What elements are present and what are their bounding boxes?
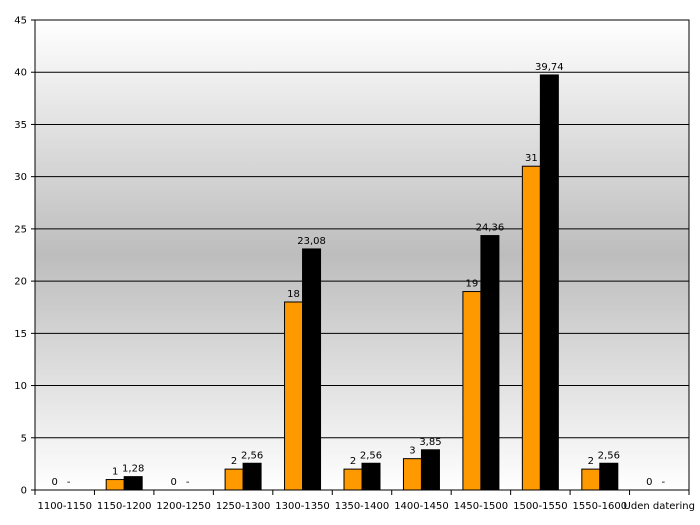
x-tick-label: Uden datering xyxy=(624,501,695,512)
bar-series-1 xyxy=(581,468,601,491)
data-label-series-1: 2 xyxy=(588,456,594,467)
plot-border xyxy=(34,19,690,491)
bar-series-2 xyxy=(539,74,559,491)
bars xyxy=(105,74,619,491)
data-label-series-2: 24,36 xyxy=(476,223,505,234)
y-tick-label: 10 xyxy=(14,381,27,392)
data-label-series-2: - xyxy=(661,477,665,488)
data-label-series-2: - xyxy=(186,477,190,488)
y-tick-label: 15 xyxy=(14,329,27,340)
data-label-series-2: 3,85 xyxy=(419,437,441,448)
data-label-series-1: 18 xyxy=(287,289,300,300)
bar-series-2 xyxy=(302,248,322,491)
y-tick-label: 25 xyxy=(14,224,27,235)
bar-series-1 xyxy=(284,301,304,491)
x-tick-label: 1150-1200 xyxy=(97,501,152,512)
data-label-series-2: 2,56 xyxy=(598,450,620,461)
x-tick-label: 1300-1350 xyxy=(275,501,330,512)
y-tick-label: 0 xyxy=(21,486,27,497)
x-tick-label: 1250-1300 xyxy=(216,501,271,512)
y-tick-label: 45 xyxy=(14,16,27,27)
data-label-series-2: 2,56 xyxy=(360,450,382,461)
bar-series-2 xyxy=(420,449,440,491)
bar-series-1 xyxy=(224,468,244,491)
data-label-series-1: 0 xyxy=(52,477,58,488)
data-label-series-1: 1 xyxy=(112,467,118,478)
bar-series-1 xyxy=(462,291,482,491)
data-label-series-2: 39,74 xyxy=(535,62,564,73)
bar-series-2 xyxy=(599,462,619,491)
x-tick-label: 1200-1250 xyxy=(156,501,211,512)
data-label-series-1: 19 xyxy=(466,279,479,290)
y-tick-label: 20 xyxy=(14,277,27,288)
y-tick-label: 30 xyxy=(14,172,27,183)
data-label-series-1: 31 xyxy=(525,153,538,164)
data-label-series-1: 2 xyxy=(231,456,237,467)
data-label-series-2: 23,08 xyxy=(297,236,326,247)
data-labels: 01021823193120-1,28-2,5623,082,563,8524,… xyxy=(52,62,666,488)
bar-series-2 xyxy=(242,462,262,491)
y-tick-label: 5 xyxy=(21,433,27,444)
x-tick-label: 1350-1400 xyxy=(335,501,390,512)
bar-series-1 xyxy=(105,479,125,491)
x-tick-label: 1550-1600 xyxy=(573,501,628,512)
bar-series-1 xyxy=(402,458,422,491)
x-tick-label: 1500-1550 xyxy=(513,501,568,512)
plot-area xyxy=(35,20,689,490)
x-tick-label: 1450-1500 xyxy=(454,501,509,512)
data-label-series-2: 1,28 xyxy=(122,464,144,475)
bar-series-2 xyxy=(361,462,381,491)
bar-series-1 xyxy=(521,165,541,491)
y-tick-label: 40 xyxy=(14,68,27,79)
data-label-series-1: 0 xyxy=(170,477,176,488)
x-tick-label: 1100-1150 xyxy=(37,501,92,512)
data-label-series-1: 0 xyxy=(646,477,652,488)
data-label-series-1: 2 xyxy=(350,456,356,467)
bar-series-1 xyxy=(343,468,363,491)
data-label-series-2: 2,56 xyxy=(241,450,263,461)
data-label-series-1: 3 xyxy=(409,446,415,457)
x-tick-label: 1400-1450 xyxy=(394,501,449,512)
y-tick-label: 35 xyxy=(14,120,27,131)
bar-series-2 xyxy=(123,476,143,491)
bar-series-2 xyxy=(480,235,500,491)
data-label-series-2: - xyxy=(67,477,71,488)
